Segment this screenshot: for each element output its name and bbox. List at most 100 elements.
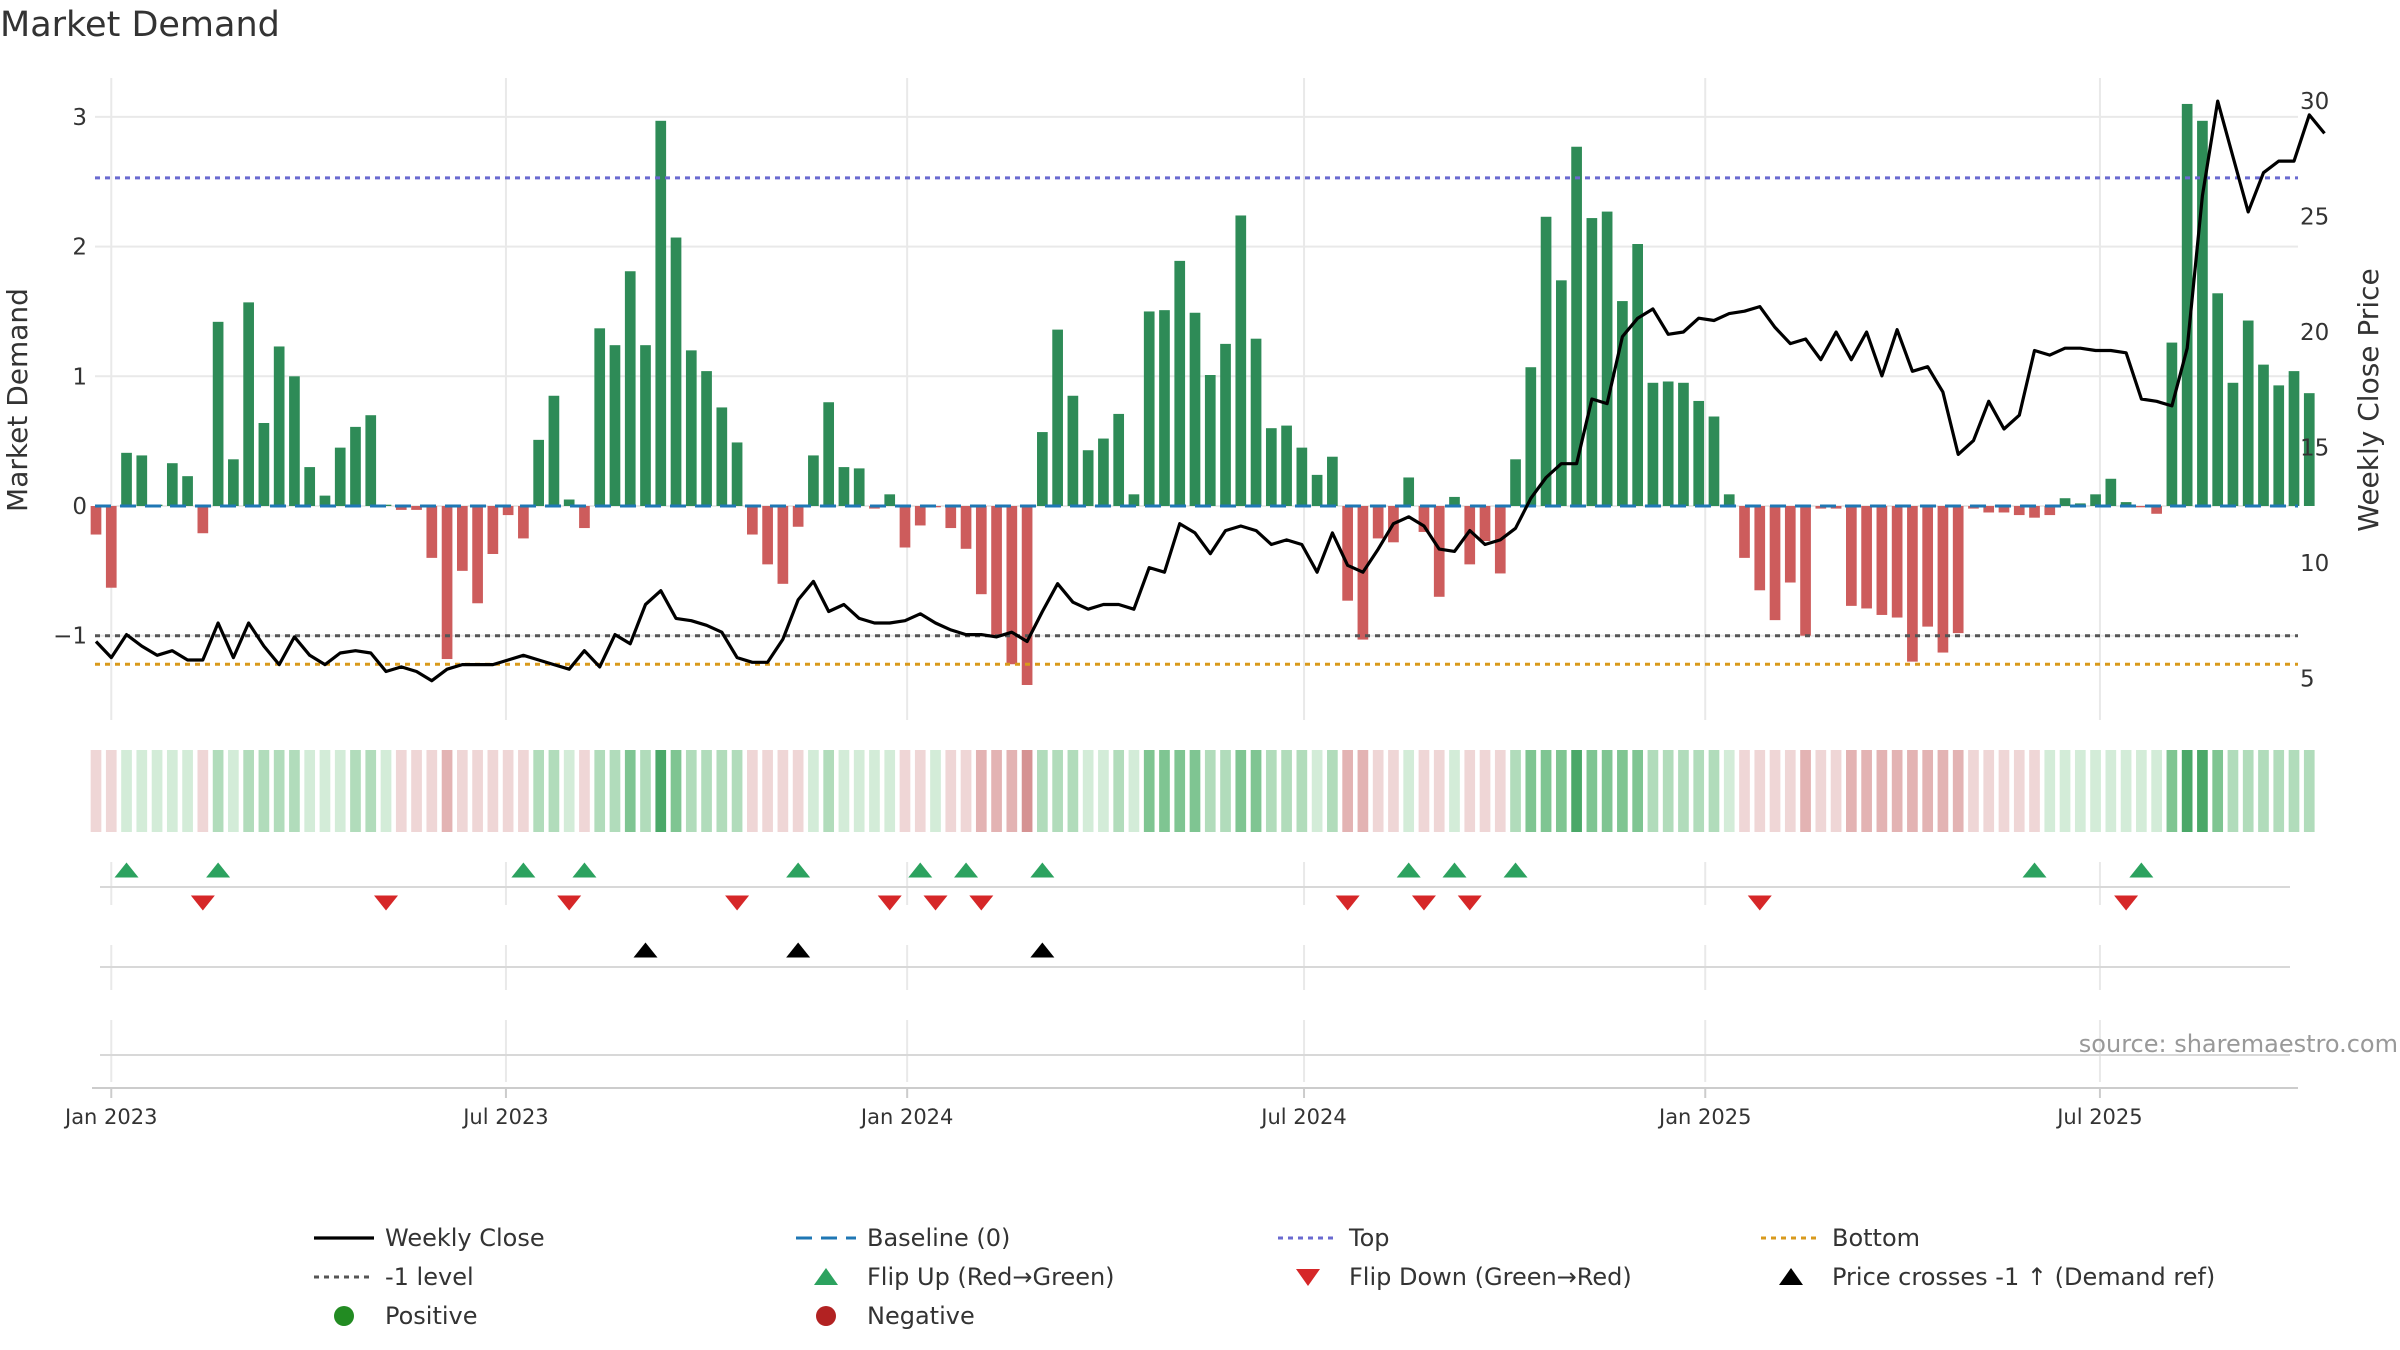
axes: −1 0 1 2 3 5 10 15 20 25 30 Jan 2023 Jul 2023 Jan 202… xyxy=(53,89,2329,1129)
demand-bar-negative xyxy=(975,506,987,595)
signal-rows xyxy=(100,862,2290,1056)
heat-cell xyxy=(731,750,743,832)
heat-cell xyxy=(502,750,514,832)
demand-bar-positive xyxy=(594,328,606,506)
heat-cell xyxy=(289,750,300,832)
heat-cell xyxy=(1678,750,1689,832)
demand-bar-positive xyxy=(380,504,392,506)
flip-up-marker xyxy=(206,862,231,878)
heat-cell xyxy=(762,750,773,832)
heat-cell xyxy=(2303,750,2315,832)
heat-cell xyxy=(1769,750,1781,832)
heat-cell xyxy=(380,750,392,832)
heat-cell xyxy=(2059,750,2071,832)
demand-bar-positive xyxy=(838,467,850,506)
demand-bar-positive xyxy=(1601,211,1613,506)
demand-bar-negative xyxy=(777,506,789,584)
heat-cell xyxy=(1372,750,1384,832)
heat-cell xyxy=(2212,750,2224,832)
demand-bar-negative xyxy=(2029,506,2040,518)
heat-cell xyxy=(1189,750,1201,832)
heat-cell xyxy=(1220,750,1231,832)
heat-cell xyxy=(258,750,270,832)
demand-bar-positive xyxy=(1403,477,1415,506)
demand-bar-positive xyxy=(304,467,316,506)
demand-bar-positive xyxy=(1204,375,1216,506)
demand-bar-positive xyxy=(1647,382,1659,506)
demand-bar-positive xyxy=(2212,293,2224,506)
heat-cell xyxy=(518,750,529,832)
y-axis-right-label: Weekly Close Price xyxy=(2352,268,2385,531)
heat-cell xyxy=(533,750,544,832)
heat-cell xyxy=(151,750,163,832)
demand-bar-negative xyxy=(1876,506,1888,615)
demand-bar-positive xyxy=(1098,438,1109,506)
heat-cell xyxy=(1479,750,1491,832)
heat-cell xyxy=(1907,750,1918,832)
heat-cell xyxy=(1540,750,1552,832)
demand-bar-positive xyxy=(1265,428,1277,506)
heat-cell xyxy=(1815,750,1827,832)
demand-bar-positive xyxy=(640,345,651,506)
price-cross-marker xyxy=(633,942,658,958)
demand-bar-negative xyxy=(1021,506,1033,685)
x-tick-label: Jan 2025 xyxy=(1657,1105,1752,1129)
heat-cell xyxy=(1159,750,1170,832)
legend-label: Price crosses -1 ↑ (Demand ref) xyxy=(1832,1263,2215,1291)
heat-cell xyxy=(1891,750,1903,832)
demand-bar-positive xyxy=(701,371,712,506)
heat-cell xyxy=(884,750,896,832)
demand-bar-positive xyxy=(1082,450,1094,506)
heat-cell xyxy=(1021,750,1033,832)
legend-swatch xyxy=(1296,1269,1320,1286)
heat-cell xyxy=(838,750,850,832)
heat-cell xyxy=(1388,750,1399,832)
heat-cell xyxy=(212,750,224,832)
demand-bar-positive xyxy=(1540,216,1552,506)
legend-label: Bottom xyxy=(1832,1224,1920,1252)
y-right-tick-label: 15 xyxy=(2300,435,2329,461)
heat-cell xyxy=(579,750,590,832)
demand-bar-positive xyxy=(334,447,346,506)
heat-cell xyxy=(472,750,483,832)
demand-heat-strip xyxy=(90,750,2315,832)
heat-cell xyxy=(2105,750,2117,832)
heat-cell xyxy=(1281,750,1292,832)
demand-bar-positive xyxy=(670,237,682,506)
flip-down-marker xyxy=(877,895,902,911)
heat-cell xyxy=(1113,750,1125,832)
demand-bar-negative xyxy=(1784,506,1796,583)
heat-cell xyxy=(1342,750,1353,832)
demand-bar-positive xyxy=(228,459,239,506)
heat-cell xyxy=(823,750,835,832)
demand-bar-negative xyxy=(1464,506,1476,565)
demand-bar-positive xyxy=(2059,498,2071,506)
demand-bar-negative xyxy=(899,506,911,548)
demand-bar-positive xyxy=(258,422,270,506)
heat-cell xyxy=(1082,750,1094,832)
heat-cell xyxy=(624,750,636,832)
flip-down-marker xyxy=(374,895,399,911)
demand-bar-negative xyxy=(456,506,468,571)
heat-cell xyxy=(2013,750,2025,832)
demand-bar-negative xyxy=(1418,506,1430,532)
demand-bar-positive xyxy=(853,468,865,506)
demand-bar-negative xyxy=(395,506,407,510)
heat-cell xyxy=(1037,750,1048,832)
demand-bar-positive xyxy=(1632,244,1643,506)
demand-bar-negative xyxy=(1479,506,1491,542)
demand-bar-negative xyxy=(2151,506,2162,514)
source-annotation: source: sharemaestro.com xyxy=(2079,1030,2398,1058)
heat-cell xyxy=(365,750,377,832)
demand-bar-negative xyxy=(197,506,209,534)
flip-down-marker xyxy=(969,895,994,911)
demand-bar-positive xyxy=(2303,393,2315,506)
x-tick-label: Jul 2025 xyxy=(2055,1105,2142,1129)
heat-cell xyxy=(670,750,682,832)
demand-bar-negative xyxy=(105,506,117,588)
flip-down-marker xyxy=(923,895,948,911)
heat-cell xyxy=(2151,750,2162,832)
demand-bar-positive xyxy=(2166,342,2178,506)
demand-bar-negative xyxy=(1998,506,2010,513)
heat-cell xyxy=(640,750,651,832)
